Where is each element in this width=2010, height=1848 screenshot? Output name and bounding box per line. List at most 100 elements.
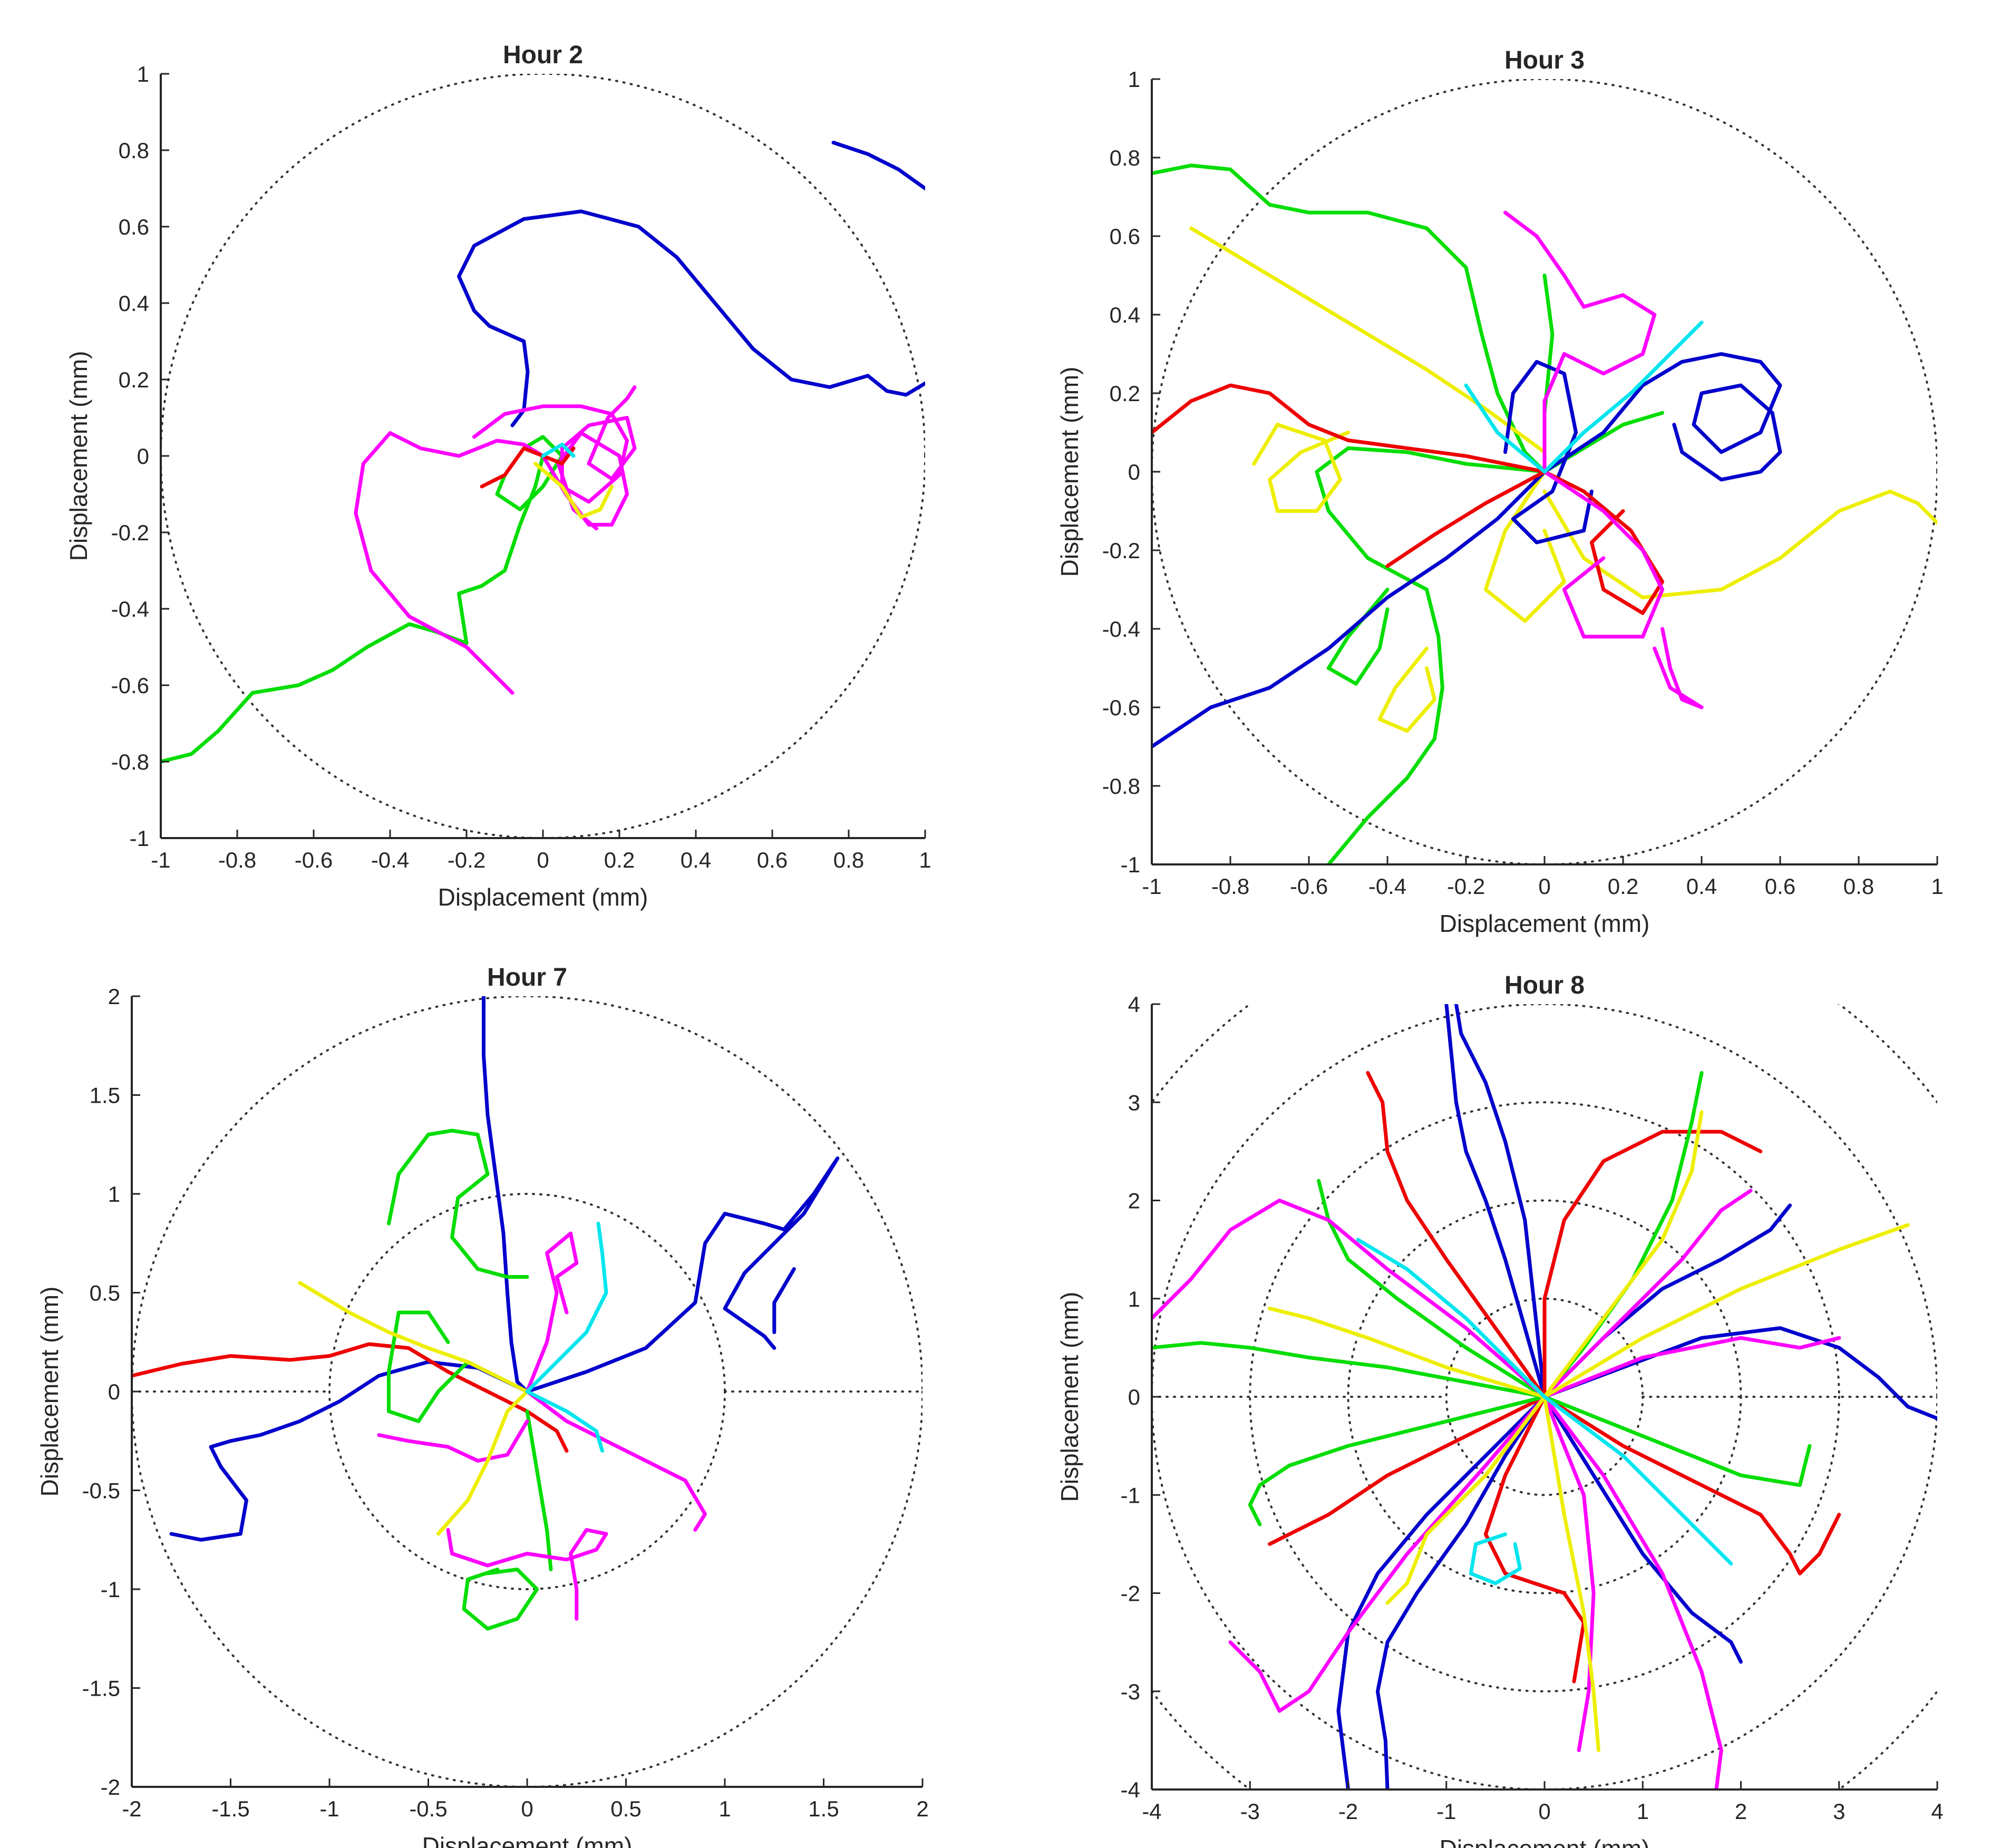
x-tick-label: -0.5 xyxy=(409,1796,447,1821)
trajectory-red xyxy=(1542,470,1664,615)
reference-circles xyxy=(132,996,923,1787)
trajectory-magenta xyxy=(1503,210,1657,474)
y-tick-label: 1 xyxy=(137,62,149,86)
y-tick-label: -0.2 xyxy=(1102,538,1140,563)
trajectory-yellow xyxy=(1252,423,1350,513)
reference-circle xyxy=(1347,1199,1742,1594)
x-tick-label: -1.5 xyxy=(211,1796,249,1821)
y-tick-label: 0 xyxy=(137,444,149,469)
y-tick-label: 0.4 xyxy=(119,291,149,316)
trajectory-blue xyxy=(169,1360,529,1542)
x-tick-label: 1 xyxy=(1931,874,1943,899)
chart-panel-top-left: -1 -0.8 -0.6 -0.4 -0.2 0 0.2 0.4 0.6 0.8 1 -1 -0.8 -0… xyxy=(65,41,931,911)
x-tick-label: -0.2 xyxy=(1447,874,1485,899)
chart-panel-bottom-left: -2 -1.5 -1 -0.5 0 0.5 1 1.5 2 -2 -1.5 -1 -0.5 0 0.5 1 1.… xyxy=(36,964,929,1848)
x-tick-label: 1.5 xyxy=(808,1796,839,1821)
y-tick-label: 0.6 xyxy=(119,215,149,239)
trajectories xyxy=(132,996,840,1631)
y-tick-label: 0 xyxy=(1128,460,1140,484)
x-tick-label: -0.8 xyxy=(218,848,256,872)
y-tick-label: 0.2 xyxy=(119,367,149,392)
trajectory-cyan xyxy=(1469,1532,1522,1586)
x-tick-label: 0.2 xyxy=(604,848,635,872)
trajectory-yellow xyxy=(298,1281,529,1394)
y-tick-label: 0 xyxy=(108,1379,120,1404)
trajectory-magenta xyxy=(1152,1199,1547,1399)
reference-circle xyxy=(1249,1101,1840,1693)
y-tick-label: -1 xyxy=(1121,1483,1140,1507)
trajectory-blue xyxy=(1152,470,1547,748)
trajectory-red xyxy=(1152,383,1547,474)
trajectory-magenta xyxy=(1542,1336,1841,1399)
x-tick-label: -0.4 xyxy=(371,848,409,872)
y-axis-label: Displacement (mm) xyxy=(1056,1292,1083,1502)
trajectory-cyan xyxy=(1356,1238,1547,1399)
x-tick-label: 0.2 xyxy=(1608,874,1638,899)
y-tick-label: -0.4 xyxy=(1102,617,1140,641)
y-tick-label: 0.8 xyxy=(119,138,149,163)
trajectory-green xyxy=(387,1310,529,1423)
trajectory-cyan xyxy=(541,442,576,458)
y-axis-label: Displacement (mm) xyxy=(1056,367,1083,577)
chart-title: Hour 2 xyxy=(503,41,583,69)
y-tick-label: -1.5 xyxy=(82,1676,120,1701)
trajectory-cyan xyxy=(1464,383,1547,474)
trajectory-green xyxy=(1315,446,1547,864)
x-tick-label: 0.6 xyxy=(1765,874,1795,899)
trajectory-yellow xyxy=(1189,226,1547,454)
y-tick-label: -1 xyxy=(1121,852,1140,877)
y-tick-label: -0.6 xyxy=(1102,695,1140,720)
x-axis-label: Displacement (mm) xyxy=(438,883,648,911)
trajectory-red xyxy=(1366,1071,1547,1399)
trajectory-magenta xyxy=(1228,1395,1547,1713)
trajectories xyxy=(1152,1004,1937,1789)
x-tick-label: 2 xyxy=(916,1796,928,1821)
trajectory-cyan xyxy=(1542,1395,1733,1566)
x-tick-label: -1 xyxy=(1142,874,1161,899)
x-tick-label: -0.6 xyxy=(1290,874,1328,899)
trajectory-magenta xyxy=(1542,470,1664,639)
x-tick-label: -3 xyxy=(1240,1799,1260,1824)
trajectories xyxy=(161,141,925,764)
x-tick-label: 1 xyxy=(919,848,931,872)
y-tick-label: -0.4 xyxy=(111,597,149,621)
trajectory-magenta xyxy=(446,1528,608,1621)
y-tick-label: 4 xyxy=(1128,992,1140,1017)
x-tick-label: 0.4 xyxy=(1686,874,1717,899)
trajectory-magenta xyxy=(354,431,545,695)
trajectory-green xyxy=(1248,1395,1547,1526)
y-tick-label: -2 xyxy=(1121,1581,1140,1606)
x-tick-label: 0 xyxy=(521,1796,533,1821)
trajectory-red xyxy=(132,1342,569,1453)
y-tick-label: 3 xyxy=(1128,1090,1140,1115)
x-axis-label: Displacement (mm) xyxy=(1440,910,1650,937)
trajectory-green xyxy=(387,1129,529,1279)
y-tick-label: 0.8 xyxy=(1110,145,1140,170)
trajectory-cyan xyxy=(1542,320,1704,474)
y-tick-label: 0.2 xyxy=(1110,381,1140,406)
y-axis-label: Displacement (mm) xyxy=(36,1287,63,1497)
trajectory-red xyxy=(1542,1130,1763,1399)
x-tick-label: -4 xyxy=(1142,1799,1161,1824)
trajectory-blue xyxy=(457,209,925,427)
x-tick-label: 0 xyxy=(1538,1799,1550,1824)
trajectory-green xyxy=(1152,163,1547,474)
trajectory-yellow xyxy=(533,462,614,519)
trajectory-red xyxy=(1385,470,1547,568)
trajectory-yellow xyxy=(1385,1395,1547,1605)
y-tick-label: -0.8 xyxy=(1102,774,1140,799)
x-tick-label: -1 xyxy=(151,848,170,872)
trajectory-magenta xyxy=(1542,1189,1753,1399)
y-tick-label: 1.5 xyxy=(90,1083,120,1108)
trajectory-blue xyxy=(1375,1395,1547,1789)
trajectory-magenta xyxy=(525,1389,707,1532)
trajectory-yellow xyxy=(1377,646,1436,733)
trajectory-green xyxy=(161,454,545,764)
x-tick-label: 0.4 xyxy=(681,848,711,872)
trajectory-blue xyxy=(1444,1004,1547,1399)
trajectory-yellow xyxy=(1483,470,1566,623)
x-tick-label: 0 xyxy=(1538,874,1550,899)
y-tick-label: 0.4 xyxy=(1110,303,1140,327)
trajectory-green xyxy=(525,1409,553,1571)
x-tick-label: -0.4 xyxy=(1368,874,1406,899)
